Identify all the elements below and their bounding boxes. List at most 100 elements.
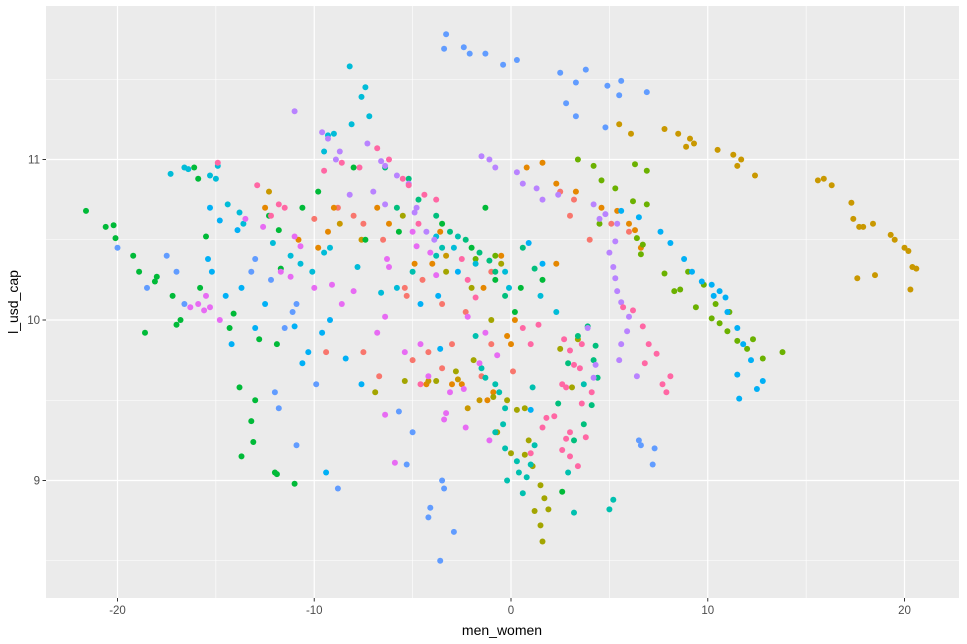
- data-point: [334, 485, 341, 492]
- data-point: [299, 204, 306, 211]
- data-point: [598, 204, 605, 211]
- data-point: [563, 384, 570, 391]
- data-point: [496, 389, 503, 396]
- y-axis: 9 10 11: [27, 155, 46, 488]
- data-point: [226, 325, 233, 331]
- data-point: [207, 304, 213, 311]
- data-point: [860, 223, 867, 230]
- data-point: [569, 384, 575, 391]
- data-point: [151, 278, 158, 285]
- data-point: [559, 488, 566, 495]
- data-point: [110, 222, 117, 229]
- data-point: [814, 177, 821, 184]
- data-point: [891, 236, 898, 243]
- data-point: [653, 350, 660, 357]
- data-point: [346, 191, 353, 198]
- data-point: [173, 268, 180, 275]
- data-point: [687, 135, 693, 142]
- data-point: [376, 373, 383, 380]
- data-point: [167, 170, 174, 177]
- data-point: [596, 215, 603, 222]
- data-point: [417, 341, 424, 348]
- data-point: [610, 496, 617, 503]
- data-point: [571, 361, 577, 368]
- data-point: [203, 233, 209, 240]
- data-point: [208, 268, 215, 275]
- data-point: [632, 161, 638, 168]
- data-point: [382, 313, 389, 320]
- data-point: [486, 257, 493, 264]
- data-point: [248, 268, 255, 275]
- data-point: [476, 360, 483, 367]
- data-point: [515, 469, 522, 476]
- data-point: [464, 276, 471, 283]
- data-point: [630, 307, 636, 314]
- data-point: [692, 304, 699, 311]
- data-point: [639, 323, 646, 330]
- data-point: [716, 320, 723, 327]
- data-point: [537, 522, 544, 529]
- data-point: [214, 159, 221, 166]
- series-g7: [382, 164, 601, 444]
- data-point: [492, 268, 499, 275]
- data-point: [319, 129, 326, 136]
- data-point: [567, 453, 573, 460]
- data-point: [277, 268, 284, 275]
- data-point: [606, 506, 613, 513]
- data-point: [502, 405, 509, 412]
- series-g11: [114, 31, 658, 564]
- data-point: [248, 418, 255, 425]
- data-point: [462, 309, 469, 315]
- data-point: [297, 243, 304, 250]
- data-point: [439, 244, 446, 251]
- x-tick-label: -20: [109, 605, 126, 617]
- data-point: [401, 349, 408, 356]
- data-point: [315, 244, 322, 251]
- data-point: [482, 50, 489, 57]
- data-point: [710, 292, 717, 299]
- data-point: [502, 445, 509, 452]
- data-point: [287, 273, 294, 280]
- data-point: [596, 220, 603, 227]
- data-point: [382, 201, 389, 208]
- data-point: [273, 471, 280, 478]
- data-point: [488, 317, 495, 323]
- data-point: [590, 201, 597, 208]
- data-point: [486, 437, 493, 444]
- data-point: [598, 177, 605, 184]
- data-point: [433, 196, 440, 203]
- data-point: [828, 182, 835, 189]
- data-point: [262, 301, 269, 307]
- data-point: [533, 185, 540, 192]
- data-point: [500, 421, 507, 428]
- data-point: [872, 272, 878, 279]
- data-point: [712, 301, 719, 307]
- data-point: [441, 45, 448, 52]
- data-point: [590, 162, 597, 169]
- data-point: [555, 191, 562, 198]
- data-point: [431, 236, 438, 243]
- data-point: [527, 461, 534, 468]
- data-point: [663, 389, 670, 396]
- data-point: [504, 333, 511, 339]
- data-point: [370, 188, 377, 195]
- data-point: [439, 365, 446, 372]
- data-point: [592, 361, 599, 368]
- data-point: [374, 204, 381, 211]
- data-point: [252, 325, 259, 331]
- data-points: [83, 31, 920, 564]
- data-point: [753, 386, 760, 392]
- data-point: [460, 386, 467, 392]
- data-point: [313, 381, 320, 388]
- data-point: [325, 228, 331, 235]
- data-point: [681, 256, 688, 262]
- data-point: [102, 223, 109, 230]
- data-point: [618, 341, 625, 348]
- data-point: [734, 371, 741, 378]
- data-point: [667, 373, 674, 380]
- data-point: [557, 345, 564, 352]
- data-point: [409, 429, 416, 436]
- data-point: [439, 477, 446, 484]
- data-point: [614, 220, 621, 227]
- data-point: [492, 381, 499, 388]
